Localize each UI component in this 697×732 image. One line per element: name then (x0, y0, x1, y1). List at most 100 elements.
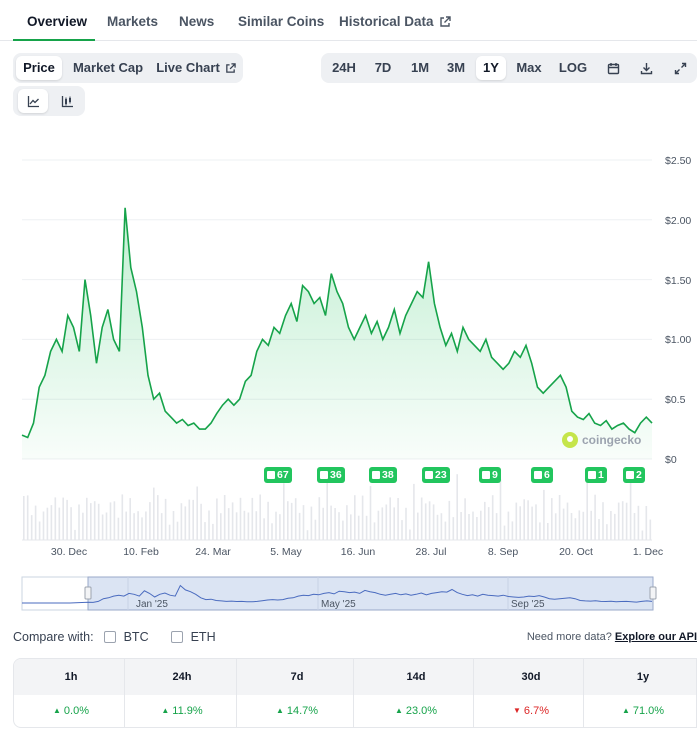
live-chart-button[interactable]: Live Chart (153, 56, 239, 80)
tab-news[interactable]: News (179, 14, 215, 29)
volume-bar (38, 521, 41, 540)
tab-similar-coins[interactable]: Similar Coins (238, 14, 325, 29)
period-change: ▲ 14.7% (240, 705, 354, 717)
navigator-series (22, 584, 653, 604)
tab-overview[interactable]: Overview (27, 14, 88, 29)
news-icon (534, 471, 542, 479)
chart-view-toggle: Price Market Cap Live Chart (13, 53, 243, 83)
event-badge[interactable]: 38 (369, 467, 397, 483)
range-3m-button[interactable]: 3M (446, 60, 466, 75)
volume-bar (444, 521, 447, 540)
range-7d-button[interactable]: 7D (374, 60, 392, 75)
download-button[interactable] (633, 56, 659, 80)
volume-bar (452, 517, 455, 540)
volume-bar (582, 511, 585, 540)
time-range-toolbar: 24H 7D 1M 3M 1Y Max LOG (321, 53, 697, 83)
volume-bar (472, 511, 474, 540)
volume-bar (93, 501, 96, 540)
volume-bar (294, 498, 297, 540)
news-icon (425, 471, 433, 479)
range-24h-button[interactable]: 24H (332, 60, 356, 75)
volume-bar (117, 517, 120, 540)
btc-checkbox[interactable] (103, 631, 116, 643)
change-value: 11.9% (172, 705, 203, 717)
volume-bar (432, 504, 435, 540)
news-icon (267, 471, 275, 479)
calendar-button[interactable] (600, 56, 626, 80)
volume-bar (468, 514, 470, 540)
event-badge[interactable]: 67 (264, 467, 292, 483)
change-value: 6.7% (523, 705, 549, 717)
event-badge[interactable]: 36 (317, 467, 345, 483)
eth-label[interactable]: ETH (190, 630, 216, 644)
period-header: 1y (636, 671, 650, 683)
compare-section: Compare with: BTC ETH (13, 630, 216, 644)
tab-markets[interactable]: Markets (107, 14, 159, 29)
volume-bar (137, 511, 139, 540)
event-count: 36 (330, 469, 342, 481)
volume-bar (365, 515, 368, 540)
volume-bar (539, 522, 541, 540)
price-chart[interactable] (0, 0, 697, 560)
volume-bar (535, 504, 537, 540)
market-cap-view-button[interactable]: Market Cap (72, 60, 144, 75)
log-scale-button[interactable]: LOG (558, 60, 588, 75)
volume-bar (393, 507, 395, 540)
news-icon (626, 471, 634, 479)
event-badge[interactable]: 2 (623, 467, 645, 483)
volume-bar (389, 497, 391, 540)
event-badge[interactable]: 23 (422, 467, 450, 483)
volume-bar (200, 503, 202, 540)
range-1y-button[interactable]: 1Y (476, 56, 506, 80)
line-chart-button[interactable] (18, 89, 48, 113)
volume-bar (196, 486, 198, 540)
volume-bar (401, 520, 403, 540)
period-change: ▼ 6.7% (474, 705, 588, 717)
event-count: 9 (492, 469, 498, 481)
need-more-data: Need more data? Explore our API (527, 631, 697, 643)
btc-label[interactable]: BTC (123, 630, 149, 644)
volume-bar (54, 497, 57, 540)
navigator-selection[interactable] (87, 576, 654, 611)
volume-bar (153, 487, 155, 540)
x-tick-label: 24. Mar (195, 546, 231, 558)
explore-api-link[interactable]: Explore our API (614, 631, 697, 643)
tab-historical-data-label: Historical Data (339, 14, 434, 29)
navigator-left-handle[interactable] (84, 586, 92, 600)
volume-bar (302, 505, 305, 540)
event-badge[interactable]: 6 (531, 467, 553, 483)
navigator-label: May '25 (321, 599, 356, 610)
need-more-text: Need more data? (526, 631, 612, 643)
candlestick-chart-icon (61, 95, 73, 107)
event-badge[interactable]: 9 (479, 467, 501, 483)
candlestick-chart-button[interactable] (52, 89, 82, 113)
volume-bar (180, 503, 183, 540)
price-view-button[interactable]: Price (16, 56, 62, 80)
volume-bar (26, 495, 29, 540)
volume-bar (298, 512, 301, 540)
volume-bar (527, 500, 529, 540)
volume-bar (350, 514, 352, 540)
coingecko-watermark: coingecko (562, 432, 641, 448)
range-max-button[interactable]: Max (516, 60, 542, 75)
eth-checkbox[interactable] (170, 631, 183, 643)
fullscreen-button[interactable] (667, 56, 693, 80)
range-navigator[interactable]: Jan '25 May '25 Sep '25 (0, 574, 697, 614)
change-value: 0.0% (63, 705, 89, 717)
volume-bar (381, 507, 384, 540)
volume-bar (164, 498, 167, 540)
range-1m-button[interactable]: 1M (410, 60, 430, 75)
volume-bar (188, 499, 191, 540)
volume-bar (125, 511, 127, 540)
y-tick-label: $0.5 (665, 394, 686, 406)
volume-bar (243, 510, 246, 540)
coingecko-logo-icon (562, 432, 578, 448)
navigator-right-handle[interactable] (649, 586, 657, 600)
volume-bar (251, 497, 254, 540)
volume-bar (145, 511, 147, 540)
performance-header (14, 659, 696, 695)
up-arrow-icon: ▲ (53, 706, 61, 715)
tab-historical-data[interactable]: Historical Data (339, 14, 451, 29)
event-badge[interactable]: 1 (585, 467, 607, 483)
volume-bar (519, 506, 521, 540)
